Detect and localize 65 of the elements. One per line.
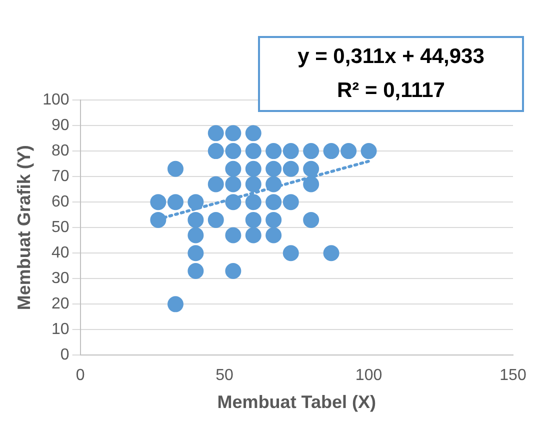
- point: [245, 176, 262, 192]
- y-tick-label: 100: [42, 91, 70, 108]
- y-tick-label: 90: [52, 116, 70, 134]
- point: [208, 176, 224, 192]
- point: [266, 176, 282, 192]
- point: [266, 160, 282, 177]
- point: [225, 160, 242, 177]
- equation-box: y = 0,311x + 44,933 R² = 0,1117: [258, 36, 524, 112]
- point: [303, 143, 320, 160]
- point: [225, 143, 242, 160]
- y-tick-label: 10: [52, 321, 70, 338]
- point: [188, 194, 204, 210]
- point: [225, 262, 242, 279]
- point: [188, 262, 204, 279]
- point: [303, 176, 320, 192]
- point: [360, 143, 377, 160]
- point: [208, 143, 224, 160]
- y-axis-title: Membuat Grafik (Y): [14, 145, 34, 310]
- point: [303, 160, 320, 177]
- x-tick-label: 50: [216, 367, 234, 384]
- y-tick-label: 60: [52, 193, 70, 210]
- y-tick-label: 70: [52, 168, 70, 185]
- x-tick-label: 150: [500, 367, 526, 384]
- point: [282, 143, 299, 160]
- point: [323, 245, 340, 262]
- y-tick-label: 0: [60, 346, 70, 364]
- y-tick-label: 40: [52, 244, 70, 262]
- point: [266, 227, 282, 244]
- point: [167, 296, 184, 312]
- point: [167, 160, 184, 177]
- x-axis-title: Membuat Tabel (X): [217, 392, 376, 412]
- point: [245, 227, 262, 244]
- point: [282, 245, 299, 262]
- point: [225, 227, 242, 244]
- point: [282, 160, 299, 177]
- point: [245, 194, 262, 210]
- point: [225, 194, 242, 210]
- x-tick-label: 100: [355, 367, 382, 384]
- point: [245, 160, 262, 177]
- y-tick-label: 30: [52, 270, 70, 288]
- x-tick-label: 0: [76, 367, 85, 384]
- point: [266, 212, 282, 228]
- point: [303, 212, 320, 228]
- point: [266, 143, 282, 160]
- point: [340, 143, 357, 160]
- point: [188, 212, 204, 228]
- point: [188, 245, 204, 262]
- point: [282, 194, 299, 210]
- point: [245, 143, 262, 160]
- point: [225, 176, 242, 192]
- point: [150, 212, 166, 228]
- point: [188, 227, 204, 244]
- point: [208, 125, 224, 142]
- point: [245, 125, 262, 142]
- point: [245, 212, 262, 228]
- annotation: R² = 0,1117: [336, 78, 446, 104]
- y-tick-label: 80: [52, 142, 70, 160]
- point: [150, 194, 166, 210]
- point: [266, 194, 282, 210]
- point: [167, 194, 184, 210]
- y-tick-label: 20: [52, 296, 70, 313]
- point: [208, 212, 224, 228]
- point: [225, 125, 242, 142]
- y-tick-label: 50: [52, 219, 70, 236]
- point: [323, 143, 340, 160]
